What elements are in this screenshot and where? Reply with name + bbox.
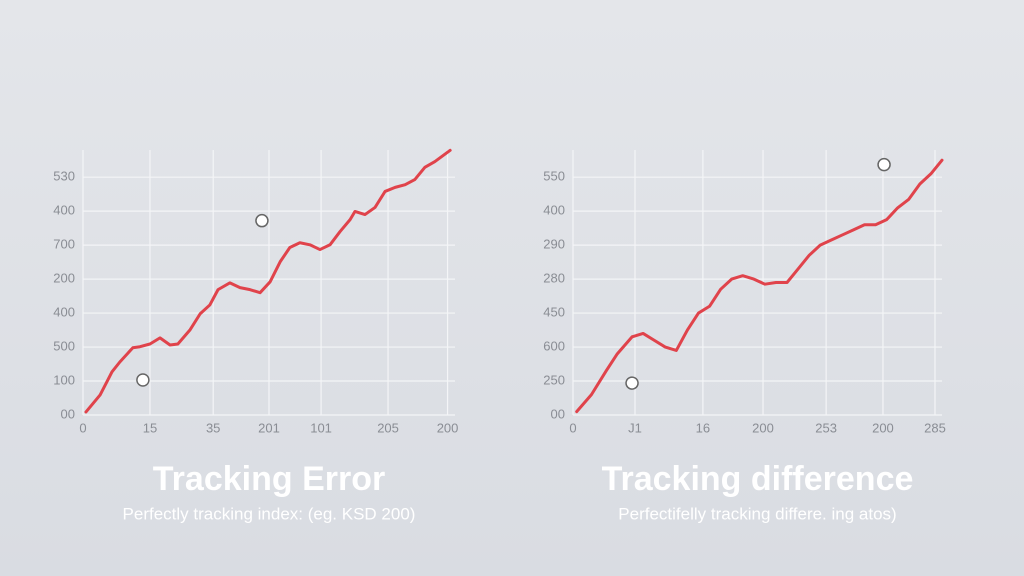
y-tick-label: 290	[543, 237, 565, 252]
x-tick-label: 205	[377, 420, 399, 435]
x-tick-label: J1	[628, 420, 642, 435]
x-tick-label: 101	[310, 420, 332, 435]
x-tick-label: 201	[258, 420, 280, 435]
x-tick-label: 200	[752, 420, 774, 435]
x-tick-label: 16	[696, 420, 710, 435]
y-tick-label: 200	[53, 271, 75, 286]
y-tick-label: 280	[543, 271, 565, 286]
y-tick-label: 100	[53, 372, 75, 387]
y-tick-label: 400	[53, 203, 75, 218]
x-tick-label: 285	[924, 420, 946, 435]
line	[575, 158, 944, 414]
y-tick-label: 00	[551, 406, 565, 421]
y-tick-label: 400	[543, 203, 565, 218]
y-tick-label: 700	[53, 237, 75, 252]
y-tick-label: 530	[53, 169, 75, 184]
x-tick-label: 253	[815, 420, 837, 435]
y-tick-label: 00	[61, 406, 75, 421]
chart-subtitle: Perfectifelly tracking differe. ing atos…	[618, 504, 896, 523]
line	[84, 148, 452, 414]
marker	[255, 213, 269, 228]
x-tick-label: 0	[569, 420, 576, 435]
x-tick-label: 200	[437, 420, 459, 435]
y-tick-label: 400	[53, 305, 75, 320]
y-tick-label: 250	[543, 372, 565, 387]
x-tick-label: 200	[872, 420, 894, 435]
x-tick-label: 0	[79, 420, 86, 435]
y-tick-label: 450	[543, 305, 565, 320]
chart-title: Tracking difference	[602, 460, 914, 498]
chart-title: Tracking Error	[153, 460, 385, 498]
x-tick-label: 15	[143, 420, 157, 435]
marker	[625, 376, 639, 390]
marker	[136, 373, 150, 387]
marker	[877, 157, 891, 172]
chart-subtitle: Perfectly tracking index: (eg. KSD 200)	[123, 504, 416, 523]
y-tick-label: 600	[543, 338, 565, 353]
y-tick-label: 500	[53, 338, 75, 353]
x-tick-label: 35	[206, 420, 220, 435]
y-tick-label: 550	[543, 169, 565, 184]
